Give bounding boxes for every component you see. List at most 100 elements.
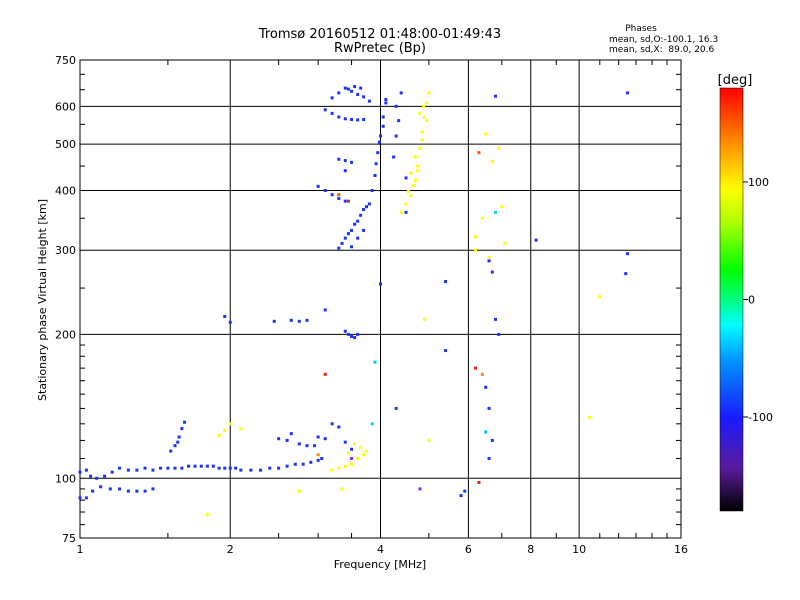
data-point-x bbox=[422, 115, 426, 119]
data-point-o bbox=[625, 252, 629, 256]
data-point-o bbox=[78, 470, 82, 474]
data-point-o bbox=[356, 219, 360, 223]
data-point-x bbox=[420, 130, 424, 134]
data-point-other bbox=[494, 210, 498, 214]
data-point-o bbox=[323, 108, 327, 112]
data-point-o bbox=[268, 466, 272, 470]
data-point-o bbox=[337, 115, 341, 119]
data-point-o bbox=[330, 111, 334, 115]
x-tick-label: 2 bbox=[227, 543, 234, 556]
data-point-other bbox=[346, 199, 350, 203]
data-point-o bbox=[359, 213, 363, 217]
data-point-x bbox=[346, 451, 350, 455]
data-point-o bbox=[316, 435, 320, 439]
data-point-x bbox=[205, 512, 209, 516]
data-point-o bbox=[459, 494, 463, 498]
data-point-o bbox=[151, 487, 155, 491]
data-point-x bbox=[223, 428, 227, 432]
data-point-other bbox=[484, 430, 488, 434]
data-point-x bbox=[365, 449, 369, 453]
data-point-o bbox=[99, 485, 103, 489]
plot-frame bbox=[79, 59, 682, 539]
data-point-o bbox=[494, 94, 498, 98]
x-axis: 1 2 4 6 8 10 16 bbox=[77, 60, 688, 556]
data-point-o bbox=[289, 318, 293, 322]
data-point-o bbox=[346, 232, 350, 236]
data-point-x bbox=[420, 138, 424, 142]
x-tick-label: 8 bbox=[527, 543, 534, 556]
data-point-o bbox=[374, 162, 378, 166]
data-point-x bbox=[416, 169, 420, 173]
data-point-o bbox=[365, 205, 369, 209]
data-point-o bbox=[169, 449, 173, 453]
data-point-o bbox=[353, 336, 357, 340]
data-point-x bbox=[497, 146, 501, 150]
data-point-o bbox=[337, 157, 341, 161]
data-point-o bbox=[228, 320, 232, 324]
data-point-o bbox=[379, 282, 382, 286]
data-point-o bbox=[343, 329, 347, 333]
data-point-o bbox=[394, 104, 398, 108]
colorbar-label: [deg] bbox=[718, 73, 753, 88]
colorbar-ticks: 100 0 -100 bbox=[743, 176, 773, 424]
data-point-x bbox=[598, 295, 602, 299]
data-point-x bbox=[340, 487, 344, 491]
data-point-o bbox=[362, 228, 366, 232]
data-point-o bbox=[487, 406, 491, 410]
data-point-o bbox=[205, 464, 209, 468]
data-point-x bbox=[473, 248, 477, 252]
data-point-x bbox=[427, 438, 431, 442]
data-point-o bbox=[183, 420, 187, 424]
colorbar-tick-label: 100 bbox=[748, 176, 769, 189]
data-point-o bbox=[259, 468, 263, 472]
grid-lines bbox=[79, 59, 682, 539]
data-point-other bbox=[480, 372, 484, 376]
data-point-o bbox=[494, 317, 498, 321]
data-point-o bbox=[84, 496, 88, 500]
data-point-other bbox=[477, 151, 481, 155]
data-point-x bbox=[411, 183, 415, 187]
y-tick-label: 200 bbox=[55, 328, 76, 341]
data-point-x bbox=[297, 489, 301, 493]
data-point-x bbox=[359, 445, 363, 449]
data-point-o bbox=[343, 86, 347, 90]
data-point-o bbox=[199, 464, 203, 468]
data-point-o bbox=[343, 169, 347, 173]
y-tick-label: 400 bbox=[55, 184, 76, 197]
data-point-o bbox=[343, 236, 347, 240]
chart-title: Tromsø 20160512 01:48:00-01:49:43 bbox=[258, 27, 501, 42]
data-point-o bbox=[404, 176, 408, 180]
data-point-o bbox=[343, 199, 347, 203]
x-tick-label: 10 bbox=[572, 543, 586, 556]
data-point-o bbox=[343, 440, 347, 444]
data-point-o bbox=[399, 91, 403, 95]
data-point-o bbox=[404, 210, 408, 214]
data-point-o bbox=[151, 468, 155, 472]
data-point-o bbox=[356, 236, 360, 240]
data-point-o bbox=[350, 118, 354, 122]
data-point-o bbox=[180, 466, 184, 470]
data-point-o bbox=[234, 466, 238, 470]
data-point-o bbox=[350, 447, 354, 451]
data-point-x bbox=[484, 132, 488, 136]
chart-subtitle: RwPretec (Bp) bbox=[334, 41, 426, 56]
data-point-o bbox=[312, 444, 316, 448]
data-point-o bbox=[110, 470, 114, 474]
legend-block: Phases mean, sd,O:-100.1, 16.3 mean, sd,… bbox=[609, 24, 718, 55]
data-point-o bbox=[490, 438, 494, 442]
data-point-o bbox=[350, 245, 354, 249]
data-point-o bbox=[95, 476, 99, 480]
data-points bbox=[78, 85, 629, 516]
data-point-other bbox=[418, 487, 422, 491]
data-point-o bbox=[359, 86, 363, 90]
data-point-o bbox=[384, 98, 388, 102]
data-point-o bbox=[343, 117, 347, 121]
data-point-o bbox=[118, 466, 122, 470]
data-point-o bbox=[356, 93, 360, 97]
data-point-o bbox=[211, 464, 215, 468]
data-point-o bbox=[350, 228, 354, 232]
legend-line-x: mean, sd,X: 89.0, 20.6 bbox=[609, 45, 715, 55]
data-point-o bbox=[297, 442, 301, 446]
data-point-o bbox=[78, 496, 82, 500]
